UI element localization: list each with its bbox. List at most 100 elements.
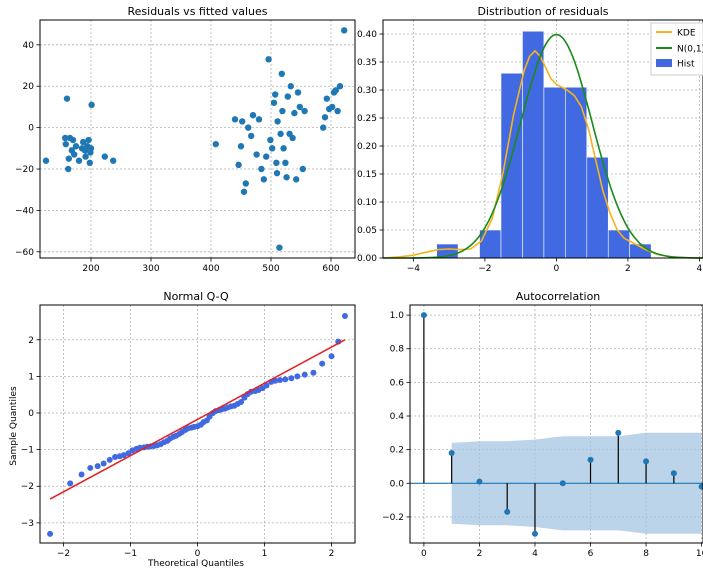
residual-point	[278, 70, 285, 78]
y-tick-label: 2	[28, 336, 34, 346]
residual-point	[101, 153, 109, 160]
histogram-bar	[586, 156, 609, 259]
x-tick-label: 4	[697, 264, 703, 274]
qq-point	[288, 375, 295, 382]
residual-point	[65, 165, 72, 173]
qq-point	[294, 373, 301, 380]
acf-point	[670, 470, 677, 477]
distribution-of-residuals-panel: Distribution of residuals −4 −2 0 2 4 0.00 0.0…	[357, 5, 703, 274]
residual-point	[299, 165, 306, 173]
qq-point	[282, 376, 289, 383]
y-tick-label: 1.0	[390, 311, 405, 321]
residual-point	[75, 157, 83, 164]
x-tick-label: 400	[202, 264, 219, 274]
x-tick-label: 6	[588, 549, 594, 559]
residual-point	[276, 244, 283, 251]
residual-point	[280, 145, 287, 152]
residual-point	[212, 140, 219, 148]
residual-point	[332, 87, 339, 94]
residual-point	[341, 27, 348, 34]
acf-point	[615, 429, 622, 436]
legend-normal-label: N(0,1)	[677, 45, 703, 55]
residual-point	[260, 176, 267, 183]
residual-point	[279, 107, 286, 115]
y-tick-label: 0.2	[390, 446, 404, 456]
residual-point	[110, 157, 117, 164]
y-tick-label: 0.05	[357, 226, 377, 236]
residual-point	[289, 134, 296, 142]
residual-point	[329, 103, 336, 111]
residual-point	[336, 83, 344, 90]
acf-point	[504, 508, 511, 515]
legend-hist-swatch	[656, 59, 672, 67]
y-tick-label: 0.8	[390, 345, 405, 355]
x-tick-label: 2	[625, 264, 631, 274]
y-tick-label: 0.4	[390, 412, 405, 422]
x-tick-label: 8	[643, 549, 649, 559]
residual-point	[69, 136, 77, 144]
histogram-bar	[607, 229, 631, 259]
y-tick-label: 40	[23, 41, 35, 51]
residual-point	[42, 157, 50, 164]
residual-point	[61, 134, 69, 142]
qq-point	[78, 471, 85, 478]
autocorrelation-panel: Autocorrelation 0 2 4 6 8 10 −0.2 0.0 0.2 0.4 0.6 0…	[382, 290, 703, 559]
qq-point	[263, 382, 270, 389]
residual-point	[273, 169, 281, 177]
residual-point	[277, 130, 284, 138]
residual-point	[274, 118, 281, 125]
acf-point	[698, 483, 703, 490]
x-tick-label: 2	[329, 549, 335, 559]
qq-point	[301, 371, 308, 378]
y-tick-label: 0.40	[357, 30, 377, 40]
chart-title: Normal Q-Q	[163, 290, 229, 303]
residual-point	[272, 91, 279, 98]
residual-point	[85, 136, 92, 144]
legend-hist-label: Hist	[677, 60, 695, 70]
residual-point	[82, 153, 89, 160]
x-tick-label: 4	[532, 549, 538, 559]
y-tick-label: −20	[15, 165, 34, 175]
residual-point	[321, 114, 329, 121]
residual-point	[283, 174, 290, 181]
plot-area-frame	[409, 304, 703, 544]
residual-point	[237, 143, 245, 150]
plot-area-frame	[39, 19, 356, 259]
residual-point	[287, 83, 294, 90]
residual-point	[284, 93, 291, 100]
y-tick-label: 0	[28, 409, 34, 419]
residual-point	[267, 136, 274, 144]
residual-point	[239, 118, 246, 125]
residual-point	[293, 176, 300, 183]
qq-point	[100, 460, 107, 467]
y-tick-label: 0.15	[357, 170, 377, 180]
y-tick-label: −2	[21, 482, 34, 492]
x-tick-label: −4	[407, 264, 421, 274]
qq-point	[238, 399, 245, 406]
residual-point	[242, 180, 249, 187]
x-tick-label: 600	[322, 264, 339, 274]
x-tick-label: −2	[478, 264, 491, 274]
residual-point	[294, 89, 302, 96]
x-tick-label: 0	[195, 549, 201, 559]
residual-point	[265, 56, 272, 63]
kde-curve	[382, 49, 703, 259]
plot-area-frame	[382, 19, 703, 259]
y-tick-label: 20	[23, 82, 35, 92]
acf-point	[420, 312, 427, 319]
acf-point	[643, 458, 650, 465]
qq-point	[272, 377, 279, 384]
x-tick-label: 200	[82, 264, 99, 274]
x-tick-label: 0	[421, 549, 427, 559]
qq-point	[310, 369, 317, 376]
qq-point	[319, 360, 326, 367]
residual-point	[282, 159, 289, 166]
qq-point	[276, 377, 283, 384]
qq-point	[120, 452, 127, 459]
residual-point	[269, 145, 276, 152]
x-tick-label: 500	[262, 264, 279, 274]
residual-point	[273, 159, 280, 166]
x-tick-label: −2	[57, 549, 70, 559]
residual-point	[253, 151, 260, 158]
normal-qq-panel: Normal Q-Q −2 −1 0 1 2 −3 −2 −1 0 1 2 Theoretical …	[9, 290, 356, 569]
